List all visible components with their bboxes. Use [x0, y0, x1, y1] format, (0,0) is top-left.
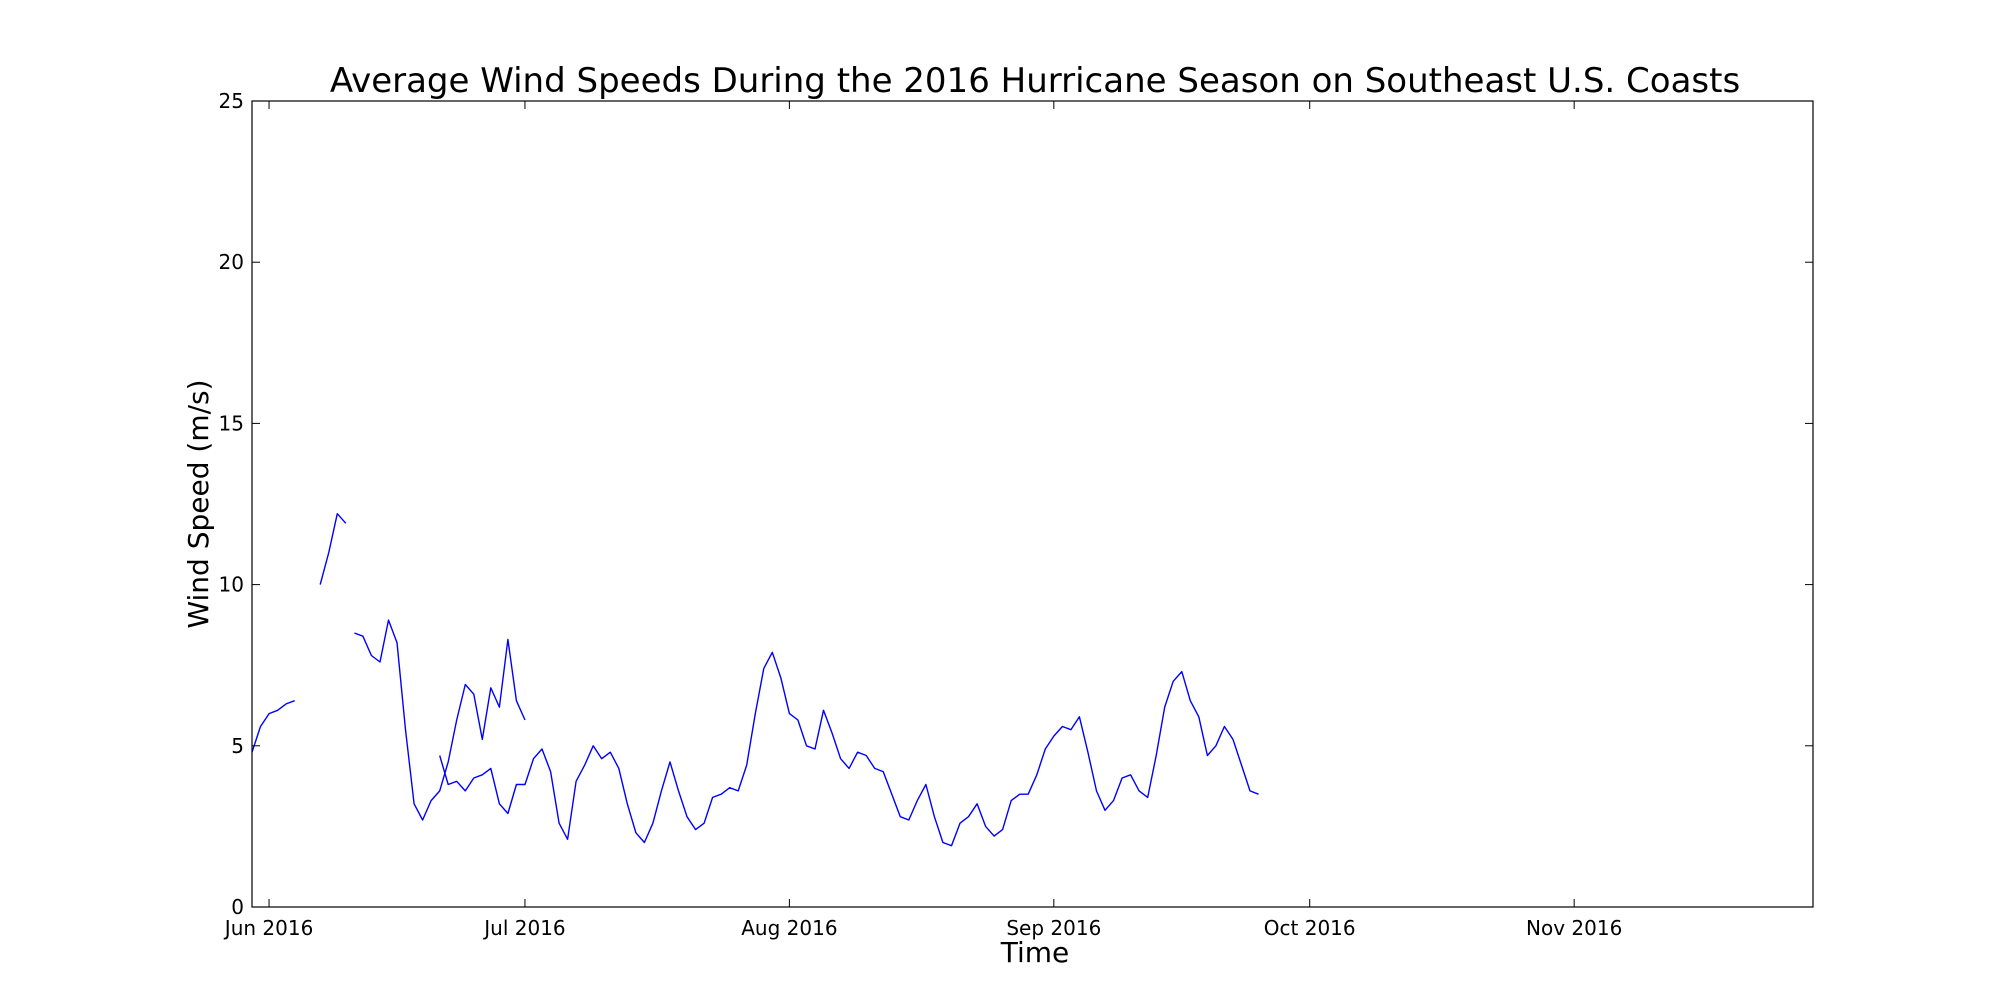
y-tick-label: 0 [231, 895, 244, 919]
x-tick-label: Jun 2016 [223, 916, 314, 940]
y-axis: 0 5 10 15 20 25 [219, 89, 1813, 919]
y-tick-label: 10 [219, 573, 244, 597]
y-axis-label: Wind Speed (m/s) [182, 379, 215, 628]
chart-title: Average Wind Speeds During the 2016 Hurr… [330, 61, 1740, 101]
x-tick-label: Oct 2016 [1264, 916, 1356, 940]
y-tick-label: 5 [231, 734, 244, 758]
plot-frame [251, 100, 1814, 908]
x-axis: Jun 2016 Jul 2016 Aug 2016 Sep 2016 Oct 2016… [223, 101, 1622, 940]
x-tick-label: Aug 2016 [741, 916, 837, 940]
series-line-segment-2 [319, 513, 347, 585]
x-tick-label: Nov 2016 [1526, 916, 1622, 940]
x-tick-label: Sep 2016 [1006, 916, 1101, 940]
y-tick-label: 15 [219, 411, 244, 435]
series-line-segment-4 [439, 651, 1259, 847]
y-tick-label: 20 [219, 250, 244, 274]
series-line-segment-1 [251, 700, 295, 753]
y-tick-label: 25 [219, 89, 244, 113]
plot-area [251, 513, 1259, 847]
series-line-segment-3 [354, 619, 526, 821]
x-tick-label: Jul 2016 [482, 916, 565, 940]
x-axis-label: Time [1000, 936, 1070, 969]
